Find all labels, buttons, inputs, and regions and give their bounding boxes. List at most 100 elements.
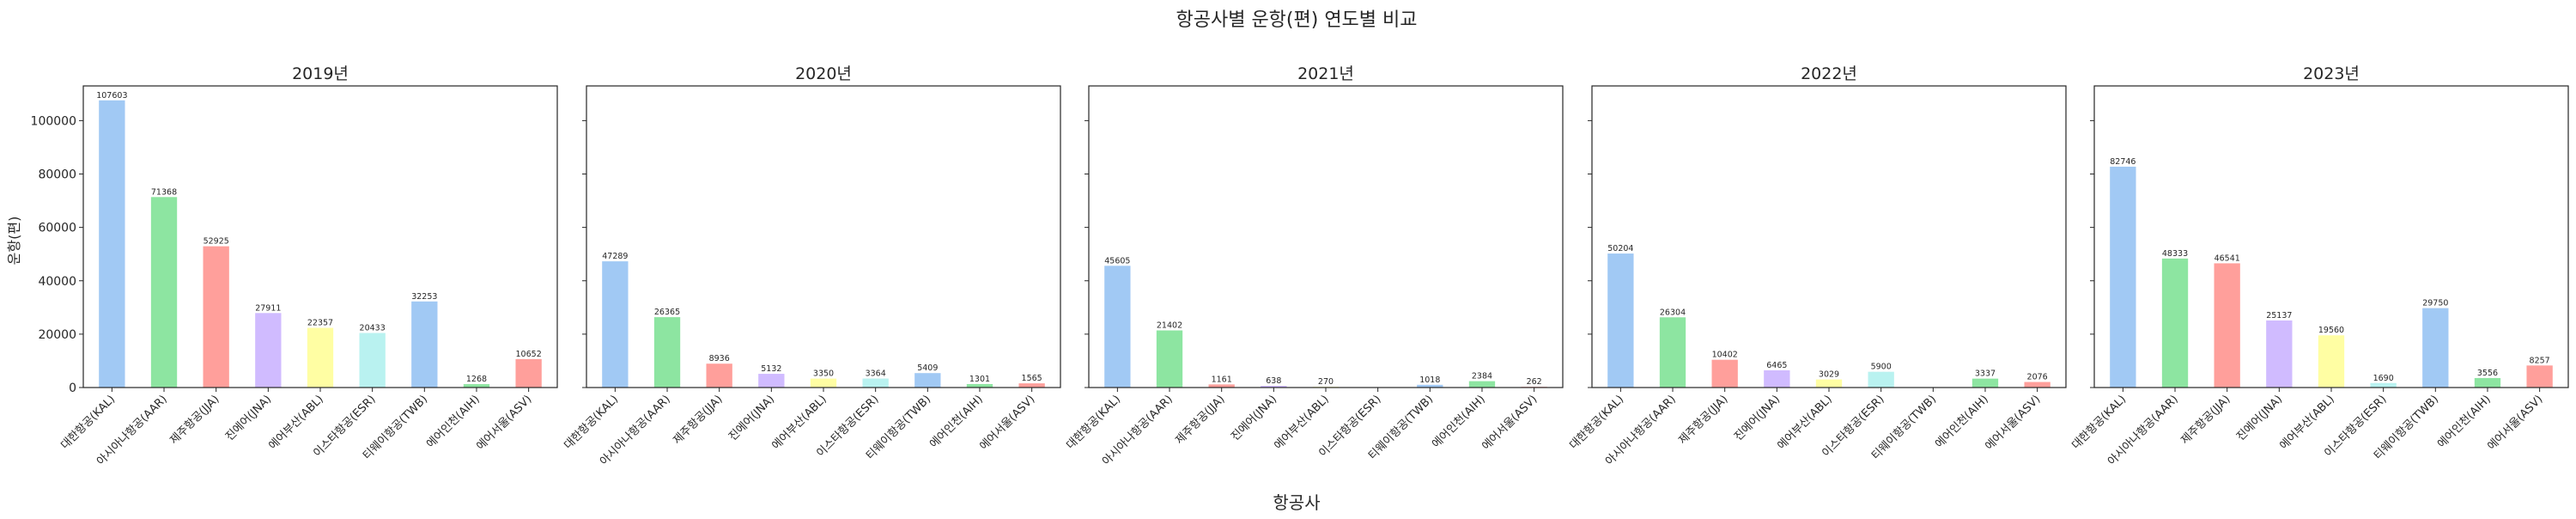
y-tick-label: 20000 (38, 328, 76, 342)
x-tick-label: 에어서울(ASV) (2485, 393, 2545, 453)
bar-value-label: 2076 (2027, 373, 2048, 382)
bar (1208, 384, 1235, 388)
subplot-title: 2021년 (1297, 64, 1354, 83)
bar (2110, 166, 2136, 388)
bar-value-label: 2384 (1472, 372, 1492, 382)
x-tick-label: 에어부산(ABL) (1272, 393, 1331, 452)
y-tick-label: 0 (69, 382, 76, 395)
bar (255, 313, 282, 388)
x-tick-label: 제주항공(JJA) (1173, 393, 1227, 447)
x-axis-label: 항공사 (1273, 492, 1320, 513)
bar-value-label: 26304 (1660, 308, 1686, 317)
bar (2024, 382, 2050, 388)
bar (1971, 378, 1999, 388)
bar-value-label: 107603 (96, 91, 127, 101)
x-tick-label: 대한항공(KAL) (2069, 393, 2129, 452)
y-tick-label: 40000 (38, 275, 76, 289)
bar (1156, 330, 1183, 388)
bar-value-label: 47289 (602, 252, 628, 261)
bar-value-label: 10402 (1712, 351, 1738, 360)
x-tick-label: 에어서울(ASV) (1479, 393, 1540, 453)
bar (862, 378, 889, 388)
bar (1261, 386, 1287, 388)
x-tick-label: 에어부산(ABL) (1775, 393, 1834, 452)
bar-value-label: 19560 (2318, 326, 2344, 335)
bar (1868, 371, 1894, 388)
x-tick-label: 에어인천(AIH) (927, 393, 986, 451)
x-tick-label: 에어서울(ASV) (977, 393, 1037, 453)
bar-value-label: 1161 (1212, 375, 1232, 384)
bar (1815, 379, 1843, 388)
x-tick-label: 제주항공(JJA) (167, 393, 222, 447)
x-tick-label: 대한항공(KAL) (1567, 393, 1626, 452)
subplot-3: 2021년45605대한항공(KAL)21402아시아나항공(AAR)1161제… (1064, 64, 1564, 468)
bar-value-label: 3029 (1819, 370, 1839, 380)
bar-value-label: 1690 (2373, 374, 2394, 383)
bar (758, 374, 785, 388)
y-tick-label: 80000 (38, 168, 76, 182)
bar-value-label: 8257 (2530, 356, 2550, 365)
axes-frame (1591, 85, 2067, 388)
bar (203, 246, 229, 388)
bar (463, 384, 490, 388)
bar (2161, 258, 2189, 388)
bar-value-label: 3350 (813, 369, 834, 379)
subplots: 2019년107603대한항공(KAL)71368아시아나항공(AAR)5292… (31, 64, 2569, 468)
bar (150, 197, 178, 388)
subplot-1: 2019년107603대한항공(KAL)71368아시아나항공(AAR)5292… (31, 64, 558, 468)
bar (914, 373, 941, 388)
bar-value-label: 638 (1266, 376, 1281, 386)
bar-value-label: 29750 (2422, 299, 2448, 308)
bar (2266, 320, 2293, 388)
bar-value-label: 48333 (2162, 249, 2188, 259)
bar (411, 301, 438, 388)
x-tick-label: 에어인천(AIH) (424, 393, 483, 451)
x-tick-label: 에어서울(ASV) (1983, 393, 2043, 453)
subplot-5: 2023년82746대한항공(KAL)48333아시아나항공(AAR)46541… (2069, 64, 2569, 468)
bar (2370, 382, 2397, 388)
y-tick-label: 100000 (31, 114, 76, 128)
y-axis-label: 운항(편) (6, 217, 22, 266)
bar-value-label: 262 (1527, 377, 1542, 387)
x-tick-label: 에어인천(AIH) (1933, 393, 1991, 451)
bar (359, 333, 386, 388)
x-tick-label: 에어서울(ASV) (474, 393, 534, 453)
y-tick-label: 60000 (38, 222, 76, 235)
subplot-2: 2020년47289대한항공(KAL)26365아시아나항공(AAR)8936제… (562, 64, 1061, 468)
bar (1659, 317, 1686, 388)
bar (307, 327, 334, 388)
bar-value-label: 20433 (360, 324, 386, 333)
x-tick-label: 진에어(JNA) (1229, 393, 1279, 443)
x-tick-label: 에어부산(ABL) (2277, 393, 2336, 452)
bar (1018, 383, 1045, 388)
bar-value-label: 27911 (255, 303, 281, 313)
x-tick-label: 진에어(JNA) (1732, 393, 1783, 443)
bar-value-label: 3556 (2477, 369, 2498, 378)
bar (810, 378, 837, 388)
bar-value-label: 26365 (654, 308, 680, 317)
x-tick-label: 제주항공(JJA) (1676, 393, 1730, 447)
bar-value-label: 3364 (866, 369, 886, 379)
subplot-title: 2023년 (2303, 64, 2360, 83)
bar-value-label: 1268 (466, 375, 487, 384)
bar-value-label: 8936 (709, 354, 730, 363)
bar (706, 363, 732, 388)
axes-frame (82, 85, 558, 388)
x-tick-label: 제주항공(JJA) (671, 393, 725, 447)
bar (1711, 359, 1738, 388)
x-tick-label: 제주항공(JJA) (2178, 393, 2233, 447)
x-tick-label: 대한항공(KAL) (562, 393, 621, 452)
x-tick-label: 에어인천(AIH) (2435, 393, 2494, 451)
bar (602, 261, 629, 388)
subplot-title: 2019년 (292, 64, 349, 83)
bar (653, 317, 681, 388)
bar-value-label: 3337 (1975, 369, 1996, 379)
bar (1104, 266, 1131, 388)
bar-value-label: 6465 (1766, 361, 1787, 370)
bar (515, 358, 542, 388)
bar-value-label: 50204 (1607, 244, 1633, 253)
x-tick-label: 진에어(JNA) (2234, 393, 2285, 443)
x-tick-label: 진에어(JNA) (223, 393, 274, 443)
